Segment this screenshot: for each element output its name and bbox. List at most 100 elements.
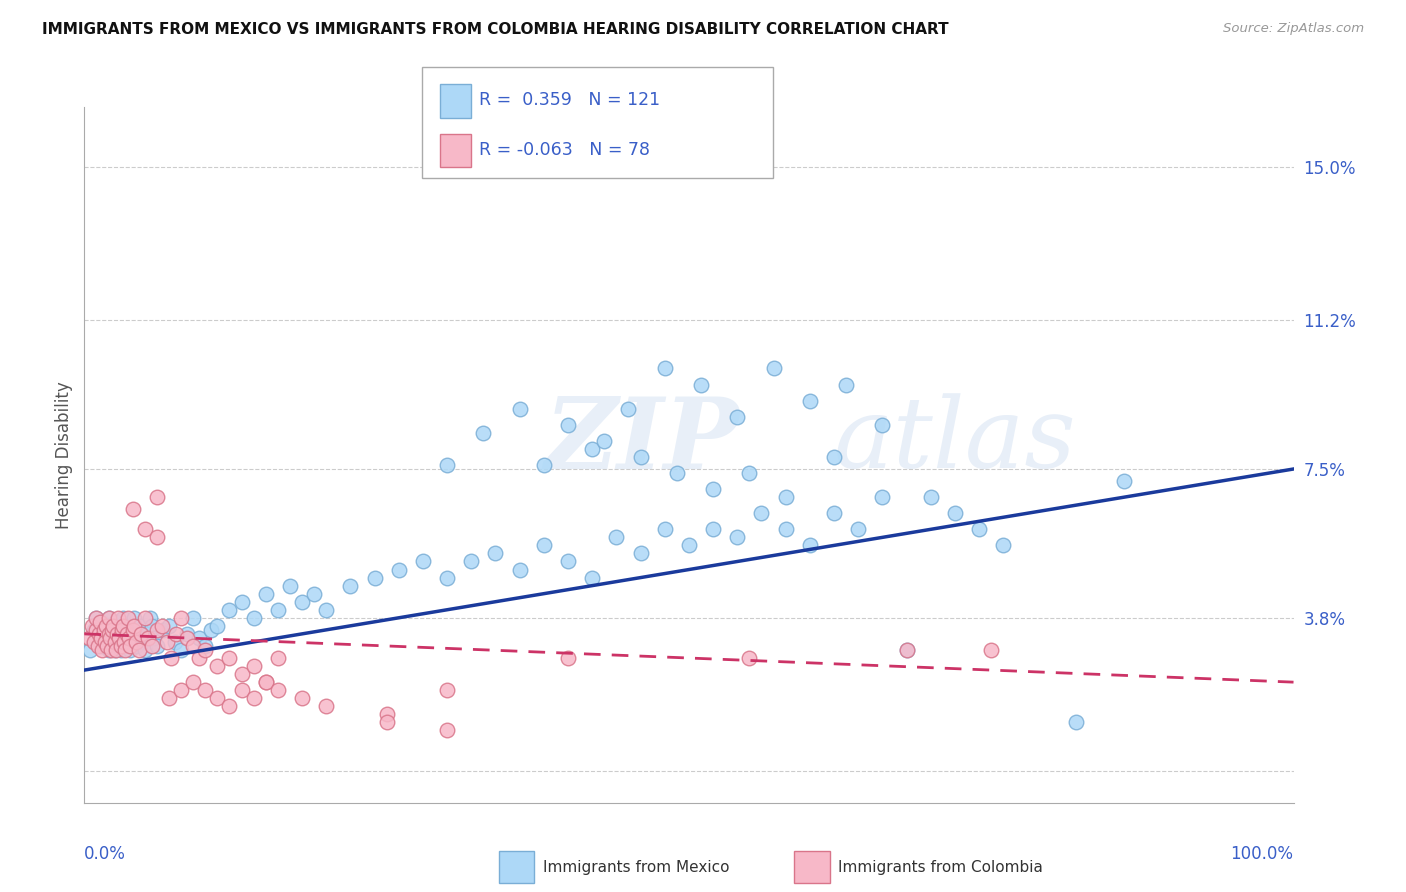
Point bbox=[112, 631, 135, 645]
Point bbox=[412, 554, 434, 568]
Point bbox=[630, 546, 652, 560]
Point bbox=[115, 627, 138, 641]
Point bbox=[100, 623, 122, 637]
Point bbox=[557, 651, 579, 665]
Point bbox=[136, 627, 159, 641]
Point bbox=[97, 627, 120, 641]
Point bbox=[242, 691, 264, 706]
Point bbox=[96, 639, 118, 653]
Point bbox=[665, 466, 688, 480]
Point bbox=[823, 450, 845, 464]
Point bbox=[93, 623, 115, 637]
Point bbox=[120, 643, 142, 657]
Point bbox=[91, 615, 114, 629]
Point bbox=[738, 466, 761, 480]
Point bbox=[163, 635, 186, 649]
Point bbox=[194, 639, 217, 653]
Point bbox=[108, 619, 131, 633]
Point bbox=[725, 409, 748, 424]
Point bbox=[150, 619, 173, 633]
Point bbox=[267, 603, 290, 617]
Point bbox=[207, 659, 229, 673]
Y-axis label: Hearing Disability: Hearing Disability bbox=[55, 381, 73, 529]
Point bbox=[170, 611, 193, 625]
Point bbox=[509, 562, 531, 576]
Text: Immigrants from Mexico: Immigrants from Mexico bbox=[543, 860, 730, 874]
Point bbox=[436, 571, 458, 585]
Point bbox=[799, 393, 821, 408]
Point bbox=[101, 619, 124, 633]
Point bbox=[181, 611, 204, 625]
Point bbox=[267, 683, 290, 698]
Point bbox=[181, 639, 204, 653]
Point bbox=[94, 619, 117, 633]
Point bbox=[90, 639, 112, 653]
Point bbox=[605, 530, 627, 544]
Point bbox=[533, 538, 555, 552]
Point bbox=[194, 643, 217, 657]
Point bbox=[460, 554, 482, 568]
Point bbox=[111, 623, 134, 637]
Point bbox=[104, 643, 127, 657]
Point bbox=[823, 506, 845, 520]
Point bbox=[118, 635, 141, 649]
Point bbox=[690, 377, 713, 392]
Point bbox=[97, 643, 120, 657]
Point bbox=[254, 675, 277, 690]
Point bbox=[103, 619, 125, 633]
Text: Source: ZipAtlas.com: Source: ZipAtlas.com bbox=[1223, 22, 1364, 36]
Point bbox=[97, 611, 120, 625]
Point bbox=[835, 377, 858, 392]
Point bbox=[107, 639, 129, 653]
Point bbox=[200, 623, 222, 637]
Text: 0.0%: 0.0% bbox=[84, 845, 127, 863]
Point bbox=[97, 611, 120, 625]
Point bbox=[100, 643, 122, 657]
Point bbox=[86, 639, 108, 653]
Point bbox=[114, 639, 136, 653]
Point bbox=[218, 603, 240, 617]
Point bbox=[98, 631, 121, 645]
Point bbox=[557, 554, 579, 568]
Point bbox=[980, 643, 1002, 657]
Point bbox=[128, 643, 150, 657]
Point bbox=[278, 579, 301, 593]
Point bbox=[93, 631, 115, 645]
Point bbox=[112, 635, 135, 649]
Point bbox=[896, 643, 918, 657]
Point bbox=[141, 639, 163, 653]
Point bbox=[83, 635, 105, 649]
Text: 100.0%: 100.0% bbox=[1230, 845, 1294, 863]
Point bbox=[751, 506, 773, 520]
Point bbox=[120, 639, 142, 653]
Point bbox=[188, 651, 211, 665]
Point bbox=[291, 595, 314, 609]
Point bbox=[138, 631, 160, 645]
Point bbox=[702, 482, 724, 496]
Point bbox=[176, 631, 198, 645]
Point bbox=[146, 490, 169, 504]
Point bbox=[87, 635, 110, 649]
Text: R = -0.063   N = 78: R = -0.063 N = 78 bbox=[479, 141, 651, 159]
Point bbox=[110, 643, 132, 657]
Point bbox=[207, 619, 229, 633]
Point bbox=[846, 522, 869, 536]
Point bbox=[134, 522, 156, 536]
Point bbox=[112, 619, 135, 633]
Point bbox=[114, 643, 136, 657]
Point bbox=[993, 538, 1015, 552]
Point bbox=[125, 635, 148, 649]
Point bbox=[775, 522, 797, 536]
Point bbox=[86, 631, 108, 645]
Point bbox=[157, 691, 180, 706]
Point bbox=[388, 562, 411, 576]
Point bbox=[104, 635, 127, 649]
Point bbox=[896, 643, 918, 657]
Point bbox=[254, 587, 277, 601]
Point bbox=[105, 627, 128, 641]
Point bbox=[157, 619, 180, 633]
Point bbox=[254, 675, 277, 690]
Point bbox=[533, 458, 555, 472]
Point bbox=[128, 623, 150, 637]
Point bbox=[436, 458, 458, 472]
